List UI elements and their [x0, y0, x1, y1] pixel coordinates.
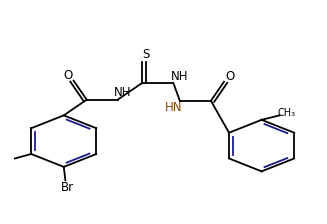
Text: HN: HN [164, 101, 182, 114]
Text: O: O [225, 70, 234, 83]
Text: Br: Br [60, 181, 74, 194]
Text: CH₃: CH₃ [277, 108, 295, 118]
Text: O: O [63, 69, 72, 82]
Text: NH: NH [171, 70, 189, 83]
Text: S: S [142, 48, 149, 61]
Text: NH: NH [114, 86, 131, 99]
